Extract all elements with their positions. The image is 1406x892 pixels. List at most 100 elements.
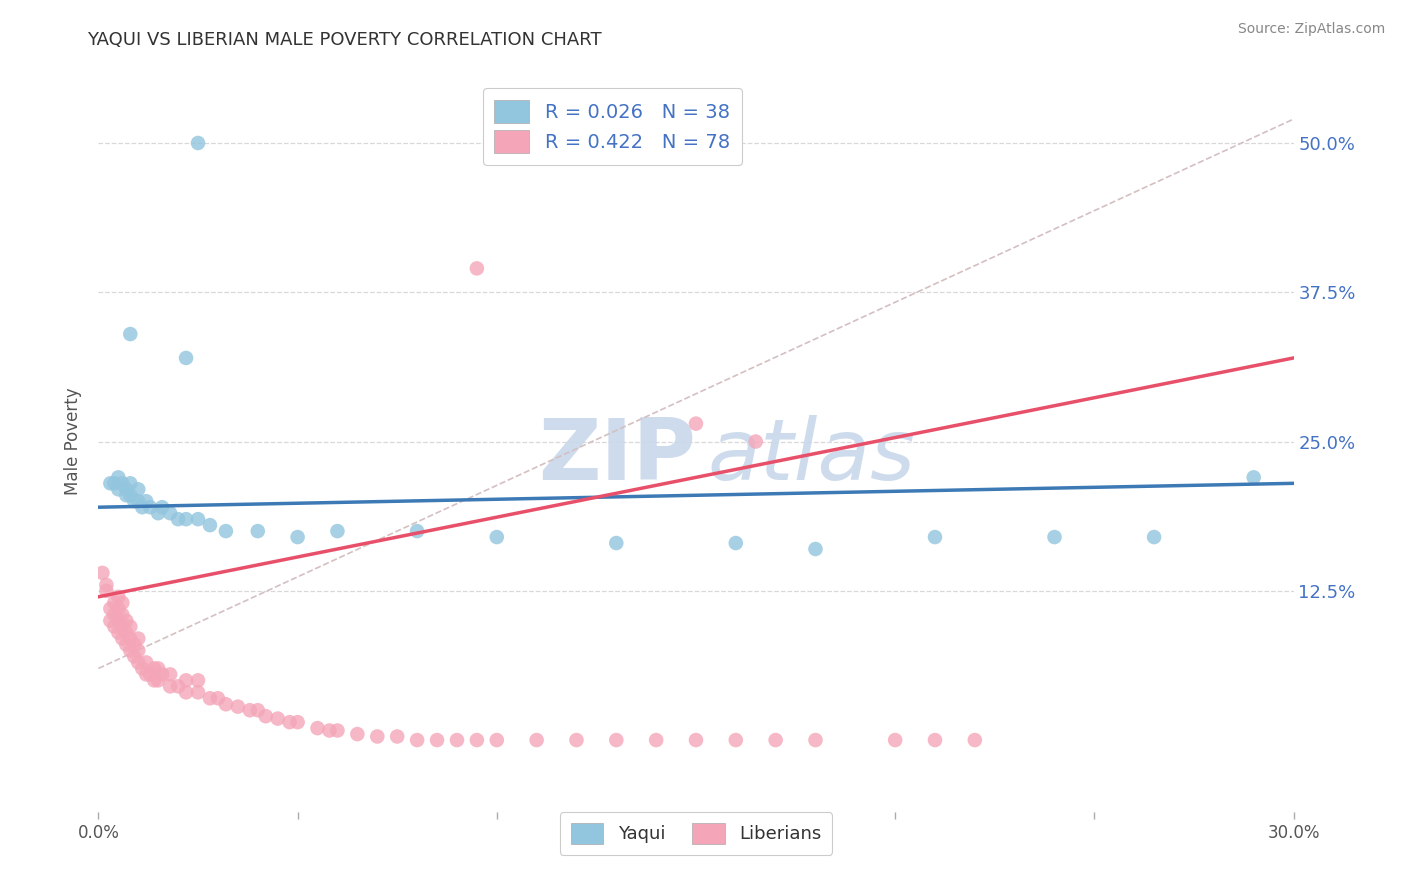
Point: [167, 679, 190, 693]
Point: [127, 483, 149, 497]
Point: [645, 733, 668, 747]
Point: [605, 733, 627, 747]
Point: [135, 656, 157, 670]
Point: [124, 494, 146, 508]
Point: [91, 566, 114, 580]
Point: [111, 476, 134, 491]
Point: [267, 712, 290, 726]
Point: [150, 667, 173, 681]
Point: [406, 524, 429, 538]
Point: [111, 620, 134, 634]
Legend: Yaqui, Liberians: Yaqui, Liberians: [560, 812, 832, 855]
Point: [884, 733, 907, 747]
Point: [406, 733, 429, 747]
Point: [446, 733, 468, 747]
Point: [131, 500, 153, 515]
Point: [685, 733, 707, 747]
Point: [135, 494, 157, 508]
Point: [96, 583, 118, 598]
Point: [148, 673, 170, 688]
Point: [174, 512, 197, 526]
Point: [107, 590, 129, 604]
Point: [111, 607, 134, 622]
Point: [167, 512, 190, 526]
Point: [278, 715, 301, 730]
Point: [685, 417, 707, 431]
Point: [426, 733, 449, 747]
Point: [465, 733, 488, 747]
Point: [326, 723, 349, 738]
Point: [103, 620, 125, 634]
Text: Source: ZipAtlas.com: Source: ZipAtlas.com: [1237, 22, 1385, 37]
Point: [215, 698, 238, 712]
Point: [143, 661, 166, 675]
Point: [804, 733, 827, 747]
Point: [207, 691, 229, 706]
Point: [765, 733, 787, 747]
Point: [103, 596, 125, 610]
Point: [485, 733, 508, 747]
Point: [187, 685, 209, 699]
Point: [139, 500, 162, 515]
Point: [115, 488, 138, 502]
Point: [98, 601, 122, 615]
Point: [246, 703, 269, 717]
Point: [143, 673, 166, 688]
Point: [1143, 530, 1166, 544]
Point: [924, 530, 946, 544]
Point: [127, 656, 149, 670]
Point: [246, 524, 269, 538]
Y-axis label: Male Poverty: Male Poverty: [65, 388, 83, 495]
Point: [159, 667, 181, 681]
Point: [745, 434, 768, 449]
Point: [115, 614, 138, 628]
Point: [287, 715, 309, 730]
Point: [307, 721, 329, 735]
Point: [346, 727, 368, 741]
Point: [724, 733, 747, 747]
Point: [127, 632, 149, 646]
Point: [385, 730, 409, 744]
Point: [120, 632, 142, 646]
Point: [107, 601, 129, 615]
Text: ZIP: ZIP: [538, 415, 696, 498]
Point: [148, 661, 170, 675]
Point: [115, 483, 138, 497]
Point: [174, 351, 197, 365]
Point: [963, 733, 986, 747]
Text: YAQUI VS LIBERIAN MALE POVERTY CORRELATION CHART: YAQUI VS LIBERIAN MALE POVERTY CORRELATI…: [87, 31, 602, 49]
Point: [924, 733, 946, 747]
Point: [103, 607, 125, 622]
Point: [187, 136, 209, 150]
Point: [127, 643, 149, 657]
Point: [526, 733, 548, 747]
Point: [1243, 470, 1265, 484]
Point: [107, 625, 129, 640]
Point: [565, 733, 588, 747]
Point: [120, 620, 142, 634]
Point: [159, 679, 181, 693]
Point: [318, 723, 340, 738]
Point: [485, 530, 508, 544]
Point: [187, 673, 209, 688]
Point: [215, 524, 238, 538]
Point: [111, 596, 134, 610]
Point: [135, 667, 157, 681]
Point: [198, 691, 221, 706]
Point: [198, 518, 221, 533]
Point: [159, 506, 181, 520]
Point: [124, 649, 146, 664]
Text: atlas: atlas: [709, 415, 915, 498]
Point: [226, 699, 249, 714]
Point: [139, 667, 162, 681]
Point: [98, 476, 122, 491]
Point: [366, 730, 388, 744]
Point: [111, 632, 134, 646]
Point: [107, 470, 129, 484]
Point: [120, 327, 142, 342]
Point: [326, 524, 349, 538]
Point: [127, 494, 149, 508]
Point: [120, 476, 142, 491]
Point: [131, 661, 153, 675]
Point: [287, 530, 309, 544]
